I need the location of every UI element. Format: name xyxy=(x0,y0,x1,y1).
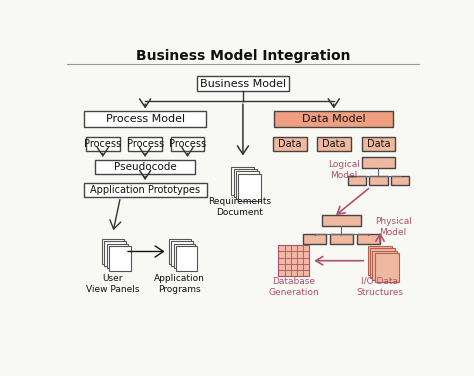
Bar xyxy=(303,234,326,244)
Bar xyxy=(104,241,126,266)
Text: Business Model: Business Model xyxy=(200,79,286,89)
Text: Process: Process xyxy=(169,139,206,149)
Bar xyxy=(368,246,392,275)
Bar xyxy=(273,137,307,151)
Bar xyxy=(274,111,393,127)
Text: Data: Data xyxy=(367,139,390,149)
Bar xyxy=(171,137,204,151)
Bar xyxy=(278,245,309,276)
Text: Logical
Model: Logical Model xyxy=(328,160,360,180)
Bar xyxy=(176,246,198,271)
Bar xyxy=(197,76,289,91)
Bar xyxy=(330,234,353,244)
Text: Physical
Model: Physical Model xyxy=(374,217,411,237)
Text: Data: Data xyxy=(322,139,346,149)
Bar xyxy=(322,215,361,226)
Text: Process Model: Process Model xyxy=(106,114,185,124)
Bar xyxy=(173,244,195,268)
Bar xyxy=(109,246,130,271)
Text: Business Model Integration: Business Model Integration xyxy=(136,49,350,63)
Text: Database
Generation: Database Generation xyxy=(268,277,319,297)
Bar xyxy=(86,137,120,151)
Bar xyxy=(128,137,162,151)
Text: Requirements
Document: Requirements Document xyxy=(208,197,272,217)
Bar xyxy=(372,251,397,280)
Bar xyxy=(84,111,206,127)
Text: I/O Data
Structures: I/O Data Structures xyxy=(356,277,403,297)
Text: Data Model: Data Model xyxy=(302,114,365,124)
Text: User
View Panels: User View Panels xyxy=(86,274,139,294)
Bar xyxy=(236,171,259,199)
Text: Application
Programs: Application Programs xyxy=(155,274,205,294)
Bar xyxy=(369,176,388,185)
Bar xyxy=(374,253,399,282)
Bar xyxy=(317,137,351,151)
Bar xyxy=(102,239,124,264)
Bar xyxy=(357,234,380,244)
Bar xyxy=(362,157,395,168)
Bar xyxy=(169,239,191,264)
Bar xyxy=(107,244,128,268)
Bar xyxy=(391,176,409,185)
Bar xyxy=(83,183,207,197)
Text: Application Prototypes: Application Prototypes xyxy=(90,185,200,195)
Text: Process: Process xyxy=(127,139,164,149)
Text: Pseudocode: Pseudocode xyxy=(114,162,176,172)
Bar xyxy=(362,137,395,151)
Bar xyxy=(95,160,195,174)
Bar xyxy=(234,169,257,197)
Text: Process: Process xyxy=(84,139,121,149)
Bar xyxy=(171,241,193,266)
Bar xyxy=(347,176,366,185)
Bar xyxy=(231,167,255,194)
Bar xyxy=(370,249,395,277)
Bar xyxy=(238,174,261,202)
Text: Data: Data xyxy=(278,139,301,149)
